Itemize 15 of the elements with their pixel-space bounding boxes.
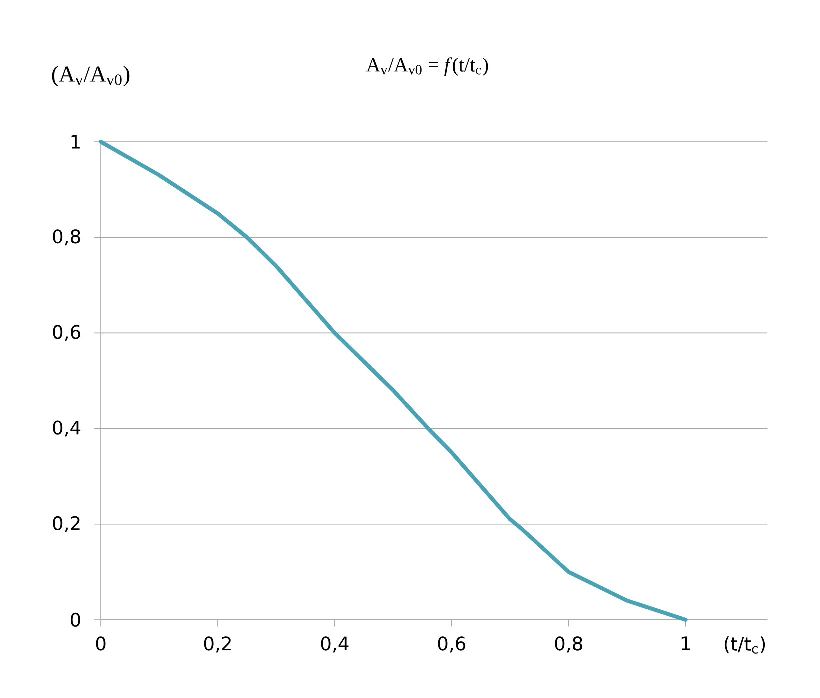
x-tick-label: 0 (96, 636, 106, 651)
y-tick-label: 1 (72, 135, 80, 149)
y-tick-label: 0,8 (53, 230, 80, 246)
y-tick-label: 0,6 (53, 325, 80, 342)
x-tick-label: 0,8 (555, 636, 582, 653)
x-tick-label: 0,6 (438, 636, 466, 653)
x-tick-label: 0,2 (204, 636, 231, 653)
x-tick-label: 1 (682, 636, 690, 650)
y-tick-label: 0 (70, 612, 80, 628)
chart-title: A$_{v}$/A$_{v0}$ = f(t/t$_{c}$) (366, 58, 488, 76)
y-tick-label: 0,2 (53, 516, 80, 532)
x-axis-title: (t/t$_{c}$) (724, 636, 766, 654)
x-tick-label: 0,4 (321, 636, 349, 653)
y-tick-label: 0,4 (53, 420, 81, 437)
y-axis-title: (A$_{v}$/A$_{v0}$) (52, 66, 130, 87)
